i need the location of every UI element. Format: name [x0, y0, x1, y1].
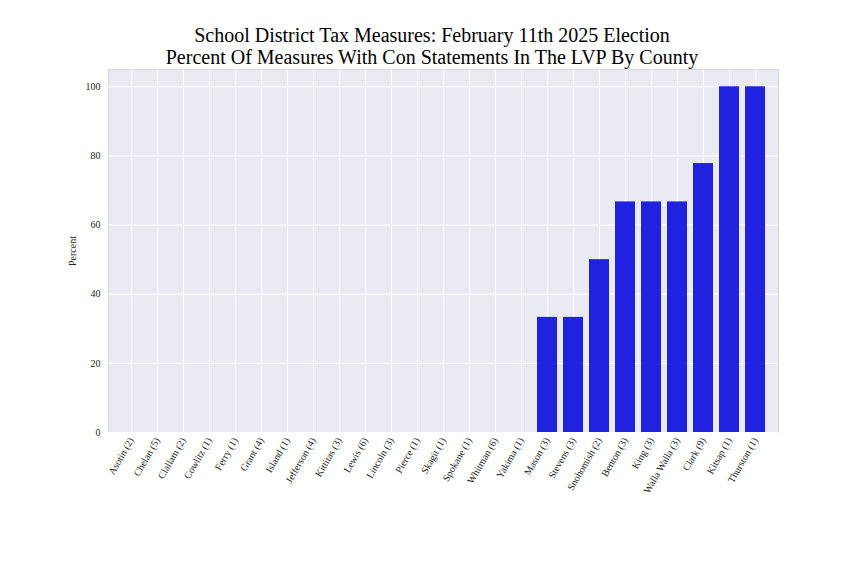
- svg-text:0: 0: [96, 427, 101, 438]
- svg-text:Chelan (5): Chelan (5): [131, 435, 162, 478]
- svg-text:King (3): King (3): [629, 436, 656, 472]
- svg-text:100: 100: [86, 81, 101, 92]
- svg-text:Asotin (2): Asotin (2): [106, 435, 136, 477]
- svg-text:Island (1): Island (1): [263, 435, 292, 475]
- svg-text:80: 80: [91, 150, 101, 161]
- svg-text:Skagit (1): Skagit (1): [418, 435, 448, 476]
- svg-text:Walla Walla (3): Walla Walla (3): [641, 436, 683, 496]
- svg-text:Clallam (2): Clallam (2): [155, 435, 188, 481]
- svg-text:Ferry (1): Ferry (1): [213, 436, 241, 473]
- svg-text:Stevens (3): Stevens (3): [545, 435, 578, 481]
- svg-text:Benton (3): Benton (3): [599, 436, 631, 479]
- svg-text:Spokane (1): Spokane (1): [440, 435, 474, 484]
- svg-text:Cowlitz (1): Cowlitz (1): [182, 436, 215, 482]
- svg-text:Mason (3): Mason (3): [521, 435, 552, 477]
- svg-text:Thurston (1): Thurston (1): [725, 436, 761, 486]
- svg-text:Clark (9): Clark (9): [680, 436, 709, 474]
- svg-text:20: 20: [91, 358, 101, 369]
- svg-text:Snohomish (2): Snohomish (2): [565, 436, 605, 493]
- svg-text:Yakima (1): Yakima (1): [494, 436, 527, 481]
- svg-text:Grant (4): Grant (4): [238, 436, 267, 474]
- svg-text:Lincoln (3): Lincoln (3): [364, 436, 397, 481]
- svg-text:Kitsap (1): Kitsap (1): [704, 435, 734, 476]
- svg-text:Jefferson (4): Jefferson (4): [283, 436, 319, 486]
- svg-text:Kittitas (3): Kittitas (3): [313, 436, 345, 480]
- svg-text:Percent: Percent: [67, 236, 78, 266]
- svg-text:Pierce (1): Pierce (1): [392, 435, 422, 475]
- svg-text:40: 40: [91, 288, 101, 299]
- html-text:School District Tax Measures:: School District Tax Measures: February 1…: [165, 24, 699, 68]
- svg-text:Whitman (6): Whitman (6): [465, 436, 501, 486]
- svg-text:60: 60: [91, 219, 101, 230]
- svg-text:Lewis (6): Lewis (6): [341, 435, 370, 475]
